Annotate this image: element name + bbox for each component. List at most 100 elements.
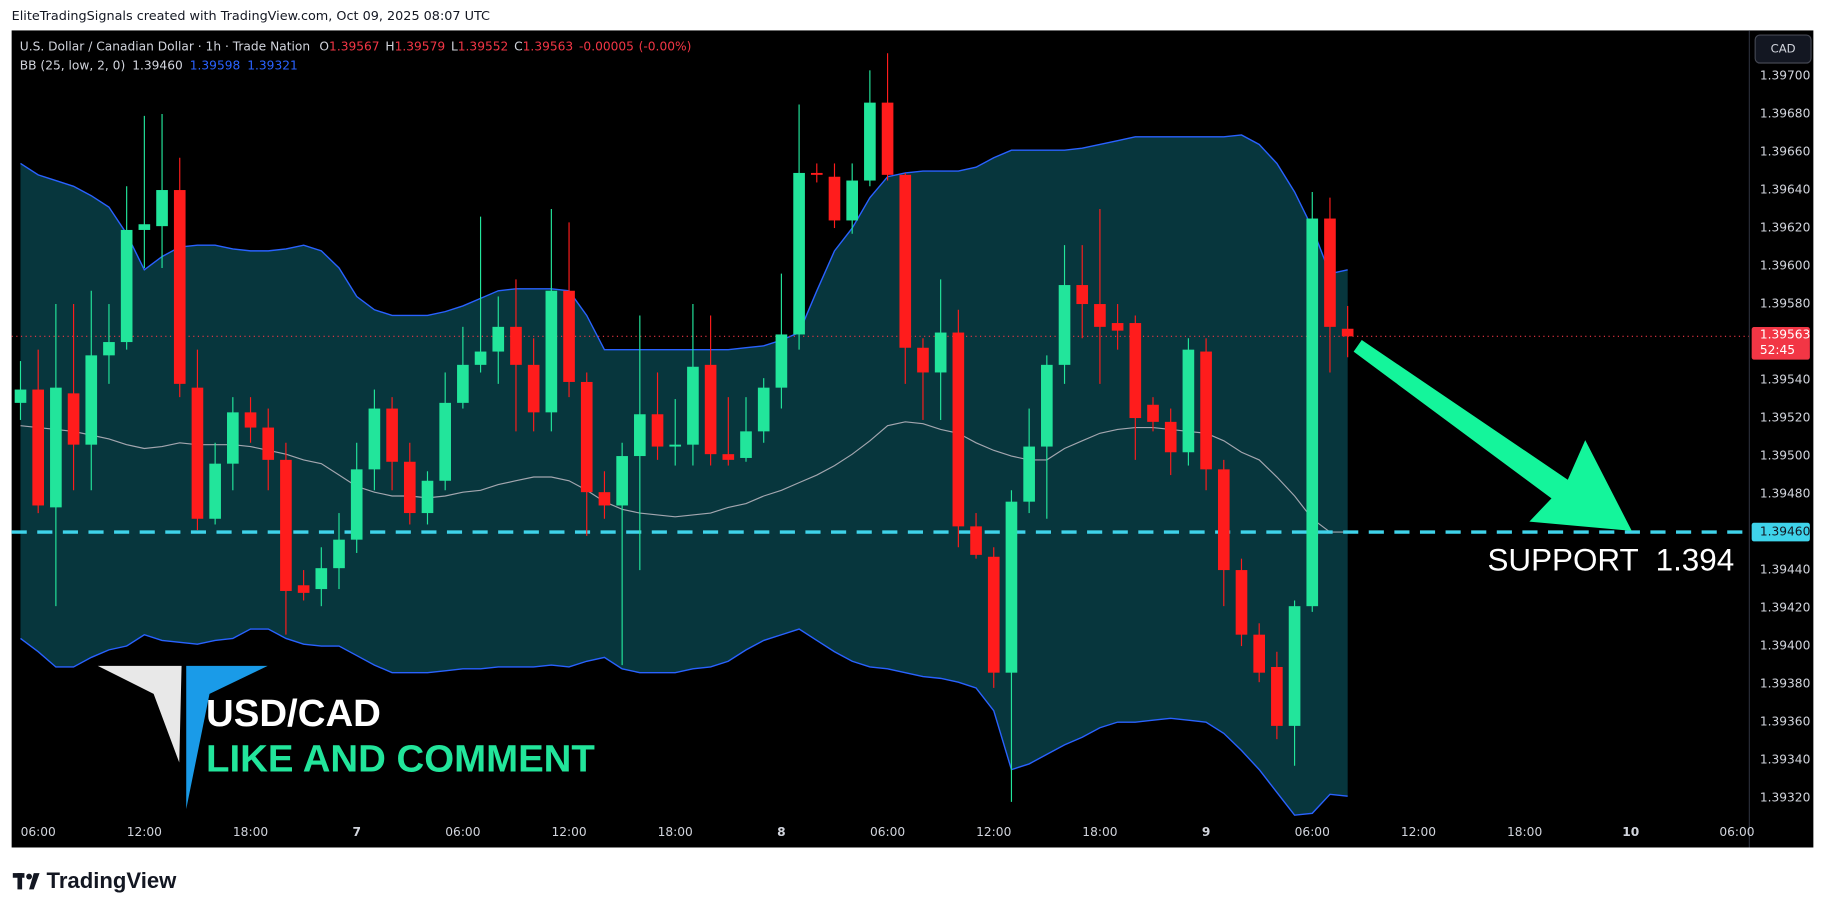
candle-body xyxy=(244,412,257,428)
candle-body xyxy=(1147,404,1159,422)
candle-body xyxy=(651,414,664,447)
candle-body xyxy=(510,326,522,365)
x-tick-label: 18:00 xyxy=(1082,825,1117,839)
candle-body xyxy=(1217,469,1230,571)
candle-body xyxy=(828,176,841,221)
candle-body xyxy=(85,355,98,445)
currency-button[interactable] xyxy=(1754,34,1812,64)
candle-body xyxy=(386,408,398,462)
candle-body xyxy=(333,539,345,569)
candle-body xyxy=(1041,364,1053,447)
band-lower xyxy=(20,628,1348,816)
candle-body xyxy=(846,180,858,221)
ohlc-value: 1.39567 xyxy=(329,39,380,53)
candle-body xyxy=(191,387,204,519)
candle-body xyxy=(120,229,133,343)
candle-body xyxy=(757,387,770,432)
candle-body xyxy=(616,456,628,506)
y-tick-label: 1.39380 xyxy=(1760,677,1811,691)
candle-body xyxy=(492,326,505,352)
ohlc-label: O xyxy=(319,39,329,53)
y-tick-label: 1.39340 xyxy=(1760,753,1811,767)
candle-body xyxy=(740,431,752,458)
candle-body xyxy=(864,102,876,181)
y-tick-label: 1.39320 xyxy=(1760,791,1811,805)
x-tick-label: 06:00 xyxy=(1295,825,1330,839)
logo-dot xyxy=(26,873,33,880)
candle-body xyxy=(598,492,611,506)
band-upper xyxy=(20,134,1348,351)
candle-body xyxy=(403,461,416,514)
y-tick-label: 1.39700 xyxy=(1760,69,1811,83)
x-tick-label: 9 xyxy=(1202,825,1211,839)
indicator-value: 1.39598 xyxy=(190,58,241,72)
candle-body xyxy=(209,463,221,519)
y-tick-label: 1.39580 xyxy=(1760,297,1811,311)
candle-body xyxy=(350,469,363,540)
x-tick-label: 10 xyxy=(1622,825,1639,839)
band-middle xyxy=(20,421,1348,533)
y-tick-label: 1.39600 xyxy=(1760,259,1811,273)
candle-body xyxy=(580,381,593,493)
footer-logo xyxy=(12,873,40,890)
logo-left xyxy=(97,665,182,763)
candle-body xyxy=(687,366,699,445)
ohlc-value: 1.39579 xyxy=(395,39,446,53)
annotation-title: USD/CAD xyxy=(206,692,381,735)
candle-body xyxy=(315,568,328,590)
candle-body xyxy=(704,364,717,455)
candle-body xyxy=(527,364,540,413)
y-tick-label: 1.39520 xyxy=(1760,411,1811,425)
candle-body xyxy=(1076,285,1089,305)
logo-slash xyxy=(29,873,40,890)
currency-label: CAD xyxy=(1771,42,1796,56)
candle-body xyxy=(793,172,805,335)
last-price-tag xyxy=(1751,327,1810,360)
y-tick-label: 1.39440 xyxy=(1760,563,1811,577)
candle-body xyxy=(1200,351,1212,470)
candle-body xyxy=(1129,323,1142,419)
candle-body xyxy=(439,402,452,481)
candle-body xyxy=(32,389,45,506)
indicator-label: BB (25, low, 2, 0) xyxy=(20,58,125,72)
candle-body xyxy=(810,172,823,175)
y-tick-label: 1.39360 xyxy=(1760,715,1811,729)
ohlc-label: C xyxy=(514,39,523,53)
x-tick-label: 06:00 xyxy=(1719,825,1754,839)
ohlc-label: H xyxy=(385,39,394,53)
y-tick-label: 1.39400 xyxy=(1760,639,1811,653)
x-tick-label: 12:00 xyxy=(551,825,586,839)
candle-body xyxy=(1324,218,1336,327)
x-tick-label: 12:00 xyxy=(976,825,1011,839)
candle-body xyxy=(1341,328,1354,337)
candle-body xyxy=(1005,501,1018,673)
y-tick-label: 1.39500 xyxy=(1760,449,1811,463)
support-tag-label: 1.39460 xyxy=(1760,525,1811,539)
indicator-value: 1.39460 xyxy=(132,58,183,72)
support-tag xyxy=(1751,522,1810,542)
candle-body xyxy=(563,290,575,382)
candle-body xyxy=(899,174,912,348)
candle-body xyxy=(634,414,646,457)
candle-body xyxy=(1023,446,1035,502)
candle-body xyxy=(103,342,115,356)
x-tick-label: 06:00 xyxy=(21,825,56,839)
candle-body xyxy=(227,412,239,464)
arrow xyxy=(1353,340,1632,531)
ohlc-label: L xyxy=(451,39,458,53)
change-percent: (-0.00%) xyxy=(639,39,692,53)
candle-body xyxy=(421,480,434,514)
candle-body xyxy=(952,332,965,527)
support-text: SUPPORT 1.394 xyxy=(1487,543,1734,578)
candle-body xyxy=(1058,285,1071,365)
axes: 06:00 12:00 18:00 7 06:00 12:00 18:00 8 06:00 12:… xyxy=(21,69,1811,839)
x-tick-label: 18:00 xyxy=(233,825,268,839)
candle-body xyxy=(917,347,929,373)
candle-body xyxy=(1164,421,1177,453)
plot: SUPPORT 1.394 xyxy=(11,53,1750,802)
logo-stem xyxy=(17,873,23,890)
candle-body xyxy=(173,190,186,384)
attribution: EliteTradingSignals created with Trading… xyxy=(12,9,490,24)
candle-body xyxy=(474,351,487,365)
